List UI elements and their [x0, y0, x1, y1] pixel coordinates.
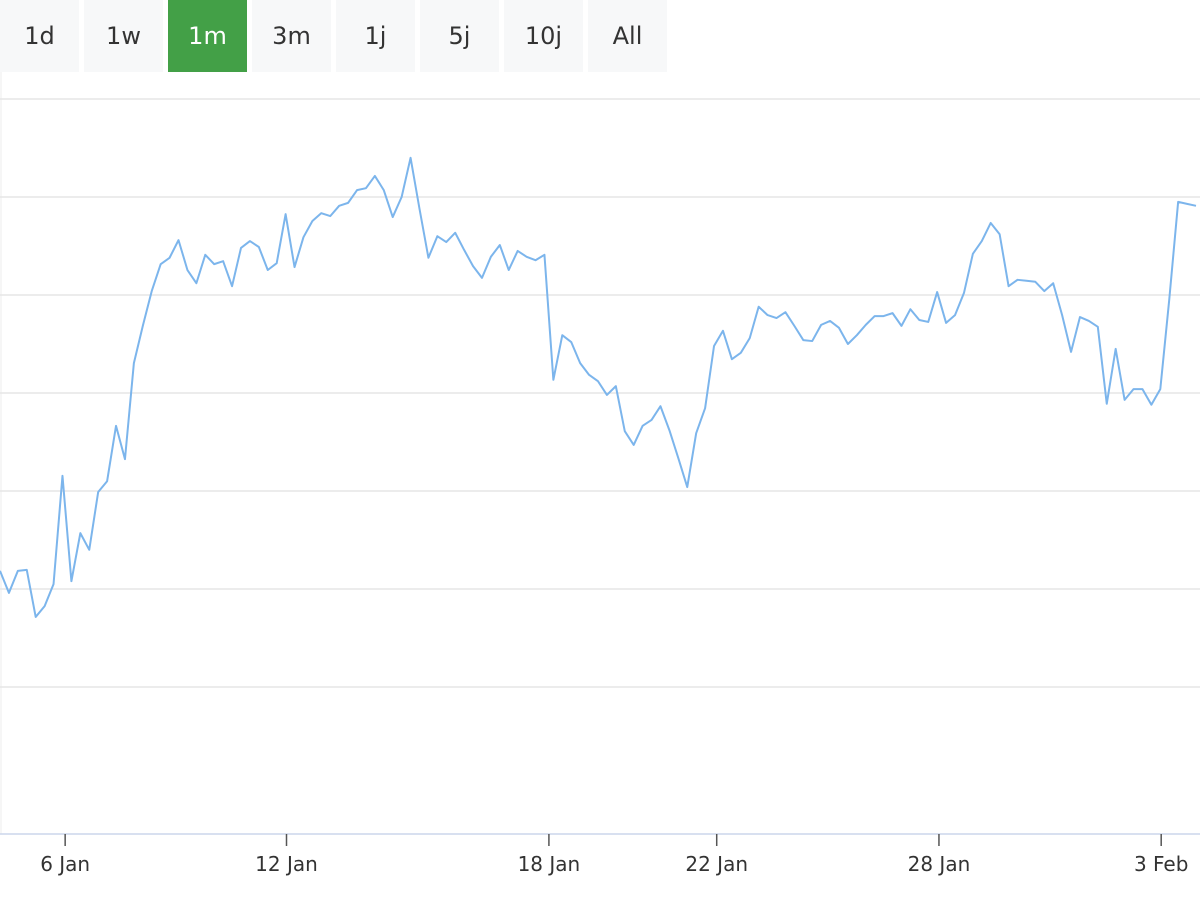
range-button[interactable]: All — [588, 0, 667, 72]
range-button[interactable]: 1d — [0, 0, 79, 72]
range-button[interactable]: 1m — [168, 0, 247, 72]
range-button[interactable]: 10j — [504, 0, 583, 72]
x-tick-label: 22 Jan — [685, 852, 748, 876]
range-button[interactable]: 5j — [420, 0, 499, 72]
range-button[interactable]: 1w — [84, 0, 163, 72]
price-line — [0, 156, 1197, 618]
x-tick-label: 6 Jan — [40, 852, 90, 876]
range-button[interactable]: 3m — [252, 0, 331, 72]
x-tick-label: 12 Jan — [255, 852, 318, 876]
x-tick-label: 18 Jan — [518, 852, 581, 876]
x-tick-label: 28 Jan — [908, 852, 971, 876]
x-tick-label: 3 Feb — [1134, 852, 1189, 876]
range-button[interactable]: 1j — [336, 0, 415, 72]
